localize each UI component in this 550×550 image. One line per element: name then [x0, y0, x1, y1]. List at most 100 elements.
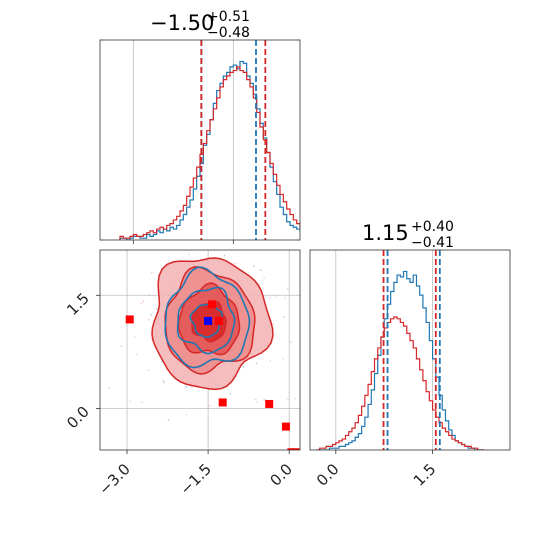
- panel-title-plus: +0.51: [207, 9, 250, 25]
- tick-marks: [96, 294, 290, 454]
- histogram-step-line: [119, 60, 300, 240]
- sample-point: [207, 428, 210, 430]
- sample-point: [232, 262, 235, 265]
- sample-point: [167, 419, 170, 422]
- marked-point: [281, 422, 290, 431]
- sample-point: [129, 400, 131, 403]
- histogram-series: [119, 60, 300, 240]
- sample-point: [147, 318, 150, 321]
- marked-point: [265, 399, 274, 408]
- sample-point: [142, 300, 145, 303]
- quantile-lines: [200, 40, 267, 240]
- sample-point: [97, 241, 99, 243]
- quantile-lines: [382, 250, 441, 450]
- x-tick-label: 0.0: [313, 460, 343, 490]
- sample-point: [287, 398, 289, 401]
- sample-point: [208, 405, 211, 408]
- sample-point: [254, 398, 257, 401]
- sample-point: [242, 365, 245, 368]
- panel-title-value: 1.15: [362, 221, 409, 245]
- marked-point: [207, 300, 216, 309]
- panel-title-plus: +0.40: [411, 219, 454, 235]
- marked-point: [204, 316, 213, 325]
- sample-point: [185, 386, 188, 388]
- x-tick-label: 0.0: [266, 460, 296, 490]
- sample-point: [164, 234, 166, 236]
- axes-frame: [99, 39, 301, 241]
- sample-point: [269, 360, 272, 363]
- sample-point: [282, 357, 285, 360]
- sample-point: [253, 265, 255, 268]
- histogram-panel-param2: 0.0 1.5 1.15 +0.40 −0.41: [309, 219, 511, 490]
- sample-point: [269, 297, 272, 300]
- panel-title-minus: −0.48: [207, 25, 250, 41]
- sample-point: [275, 295, 278, 297]
- histogram-step-line: [316, 316, 485, 450]
- histogram-step-line: [119, 66, 300, 240]
- y-tick-labels: 0.0 1.5: [63, 289, 93, 432]
- sample-point: [140, 302, 143, 305]
- sample-point: [147, 369, 150, 372]
- histogram-step-line: [316, 270, 485, 450]
- sample-point: [263, 276, 265, 279]
- sample-point: [272, 322, 275, 325]
- sample-point: [235, 262, 238, 265]
- marked-point: [214, 316, 223, 325]
- sample-point: [163, 381, 165, 384]
- sample-point: [190, 386, 193, 389]
- histogram-panel-param1: −1.50 +0.51 −0.48: [99, 9, 301, 244]
- axes-frame: [309, 249, 511, 451]
- sample-point: [196, 247, 198, 249]
- x-tick-label: 1.5: [410, 460, 440, 490]
- marked-point: [291, 448, 300, 450]
- sample-point: [177, 232, 179, 234]
- sample-point: [259, 269, 262, 272]
- sample-point: [283, 316, 286, 318]
- sample-point: [150, 313, 153, 316]
- sample-point: [108, 386, 111, 389]
- x-tick-label: −1.5: [176, 460, 214, 498]
- sample-point: [286, 287, 289, 290]
- sample-point: [120, 344, 123, 347]
- sample-point: [162, 379, 164, 382]
- sample-point: [135, 353, 138, 356]
- sample-point: [148, 293, 151, 296]
- sample-point: [165, 498, 167, 500]
- sample-point: [150, 271, 153, 274]
- tick-marks: [335, 450, 433, 454]
- y-tick-label: 0.0: [63, 403, 93, 433]
- contour-body: [97, 232, 300, 500]
- panel-title-value: −1.50: [150, 11, 214, 35]
- contour-panel: −3.0 −1.5 0.0 0.0 1.5: [63, 232, 301, 500]
- sample-point: [229, 393, 232, 395]
- sample-point: [185, 413, 188, 416]
- y-tick-label: 1.5: [63, 289, 93, 319]
- contour-blue-level: [164, 266, 251, 369]
- marked-point: [218, 398, 227, 407]
- x-tick-labels: −3.0 −1.5 0.0: [95, 460, 296, 498]
- histogram-series: [316, 270, 485, 450]
- sample-point: [187, 253, 190, 256]
- sample-point: [294, 397, 297, 400]
- contour-blue-level: [176, 286, 236, 355]
- axes-frame: [99, 249, 301, 451]
- tick-marks: [132, 240, 234, 244]
- sample-point: [155, 308, 158, 310]
- sample-point: [263, 398, 266, 401]
- sample-point: [284, 297, 286, 300]
- sample-point: [223, 254, 226, 257]
- x-tick-labels: 0.0 1.5: [313, 460, 439, 490]
- sample-point: [256, 400, 258, 403]
- x-tick-label: −3.0: [95, 460, 133, 498]
- sample-point: [140, 401, 143, 404]
- marked-point: [125, 315, 134, 324]
- panel-title-minus: −0.41: [411, 235, 454, 251]
- grid-lines: [132, 40, 234, 240]
- sample-point: [255, 362, 258, 365]
- sample-point: [207, 404, 209, 407]
- sample-point: [281, 245, 283, 247]
- sample-point: [289, 341, 292, 344]
- sample-point: [133, 336, 136, 338]
- marked-point: [287, 448, 296, 450]
